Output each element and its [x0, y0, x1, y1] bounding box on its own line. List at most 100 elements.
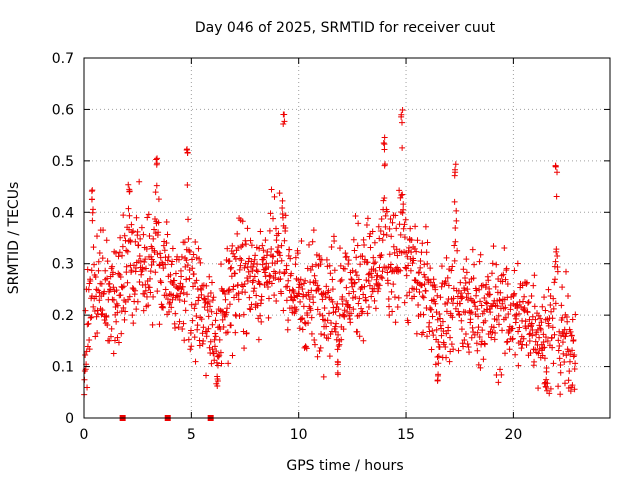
data-point: [452, 161, 459, 168]
data-point: [214, 362, 221, 369]
data-point: [156, 262, 163, 269]
data-point: [370, 254, 377, 261]
data-point: [435, 353, 442, 360]
data-point: [235, 244, 242, 251]
data-point: [499, 300, 506, 307]
data-point: [125, 205, 132, 212]
data-point: [389, 308, 396, 315]
data-point: [352, 268, 359, 275]
data-point: [256, 245, 263, 252]
data-point: [375, 223, 382, 230]
data-point: [308, 330, 315, 337]
data-point: [350, 236, 357, 243]
data-point: [171, 277, 178, 284]
data-point: [514, 260, 521, 267]
data-point: [145, 302, 152, 309]
data-point: [143, 293, 150, 300]
data-point: [119, 252, 126, 259]
data-point: [420, 329, 427, 336]
data-point: [95, 267, 102, 274]
data-point: [92, 274, 99, 281]
data-point: [399, 144, 406, 151]
data-point: [421, 274, 428, 281]
data-point: [553, 246, 560, 253]
data-point: [169, 245, 176, 252]
data-point: [558, 302, 565, 309]
data-point: [329, 298, 336, 305]
data-point: [552, 300, 559, 307]
data-point: [424, 333, 431, 340]
data-point: [403, 265, 410, 272]
data-point: [461, 336, 468, 343]
data-point: [551, 279, 558, 286]
data-point: [397, 267, 404, 274]
data-point: [406, 289, 413, 296]
data-point: [136, 178, 143, 185]
data-point: [90, 206, 97, 213]
data-point: [381, 134, 388, 141]
data-point: [323, 256, 330, 263]
data-point: [509, 335, 516, 342]
data-point: [118, 330, 125, 337]
data-point: [207, 289, 214, 296]
data-point: [88, 313, 95, 320]
data-point: [228, 273, 235, 280]
data-point: [529, 327, 536, 334]
data-point: [522, 318, 529, 325]
data-point: [450, 295, 457, 302]
data-point: [378, 273, 385, 280]
data-point: [386, 225, 393, 232]
data-point: [519, 341, 526, 348]
data-point: [190, 283, 197, 290]
data-point: [299, 285, 306, 292]
data-point: [208, 360, 215, 367]
data-point: [285, 277, 292, 284]
data-point: [249, 263, 256, 270]
data-point: [189, 265, 196, 272]
data-point: [100, 227, 107, 234]
data-point: [212, 317, 219, 324]
data-point: [473, 292, 480, 299]
data-point: [460, 266, 467, 273]
data-point: [399, 191, 406, 198]
x-tick-label: 10: [290, 427, 308, 443]
data-point: [321, 304, 328, 311]
data-point: [90, 244, 97, 251]
data-point: [260, 247, 267, 254]
data-point: [196, 337, 203, 344]
data-point: [107, 286, 114, 293]
data-point: [350, 306, 357, 313]
data-point: [378, 251, 385, 258]
data-point: [502, 350, 509, 357]
data-point: [524, 309, 531, 316]
data-point: [445, 324, 452, 331]
data-point: [467, 309, 474, 316]
data-point: [138, 268, 145, 275]
data-point: [124, 248, 131, 255]
data-point: [140, 231, 147, 238]
data-point: [278, 290, 285, 297]
data-point: [516, 310, 523, 317]
data-point: [351, 247, 358, 254]
data-point: [392, 212, 399, 219]
data-point: [232, 256, 239, 263]
data-point: [548, 308, 555, 315]
data-point: [542, 334, 549, 341]
data-point: [250, 277, 257, 284]
data-point: [148, 253, 155, 260]
y-tick-label: 0.1: [52, 360, 74, 376]
data-point: [496, 297, 503, 304]
data-point: [494, 303, 501, 310]
data-point: [117, 292, 124, 299]
data-point: [228, 264, 235, 271]
data-point: [401, 234, 408, 241]
data-point: [505, 310, 512, 317]
data-point: [569, 347, 576, 354]
data-point: [407, 225, 414, 232]
data-point: [541, 355, 548, 362]
data-point: [253, 292, 260, 299]
data-point: [219, 316, 226, 323]
data-point: [486, 285, 493, 292]
data-point: [244, 225, 251, 232]
data-point: [275, 230, 282, 237]
